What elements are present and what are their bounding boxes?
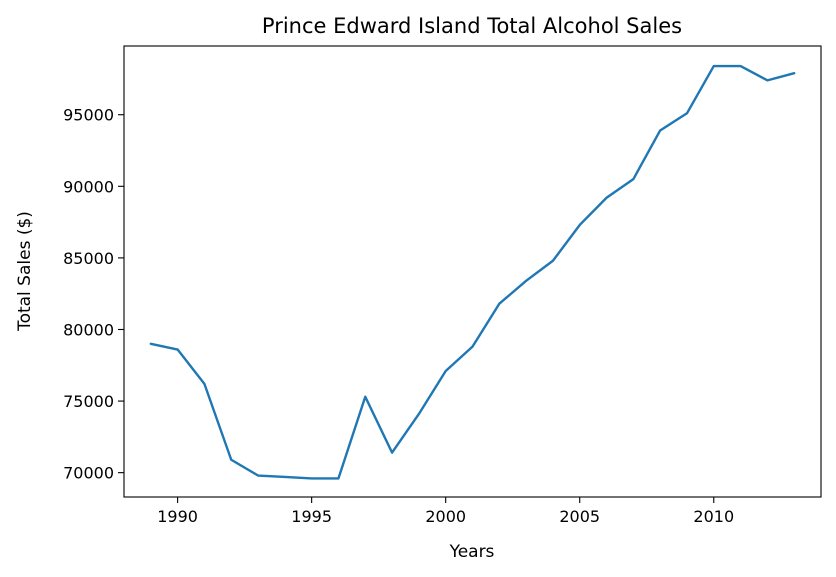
y-tick-label: 75000 (63, 392, 114, 411)
x-tick-label: 2010 (693, 507, 734, 526)
y-tick-label: 85000 (63, 249, 114, 268)
y-axis: 70000 75000 80000 85000 90000 95000 (63, 106, 124, 483)
y-tick-label: 80000 (63, 320, 114, 339)
x-axis: 1990 1995 2000 2005 2010 (157, 497, 734, 526)
x-axis-label: Years (449, 542, 495, 562)
series-line (149, 64, 796, 480)
x-tick-label: 1995 (291, 507, 332, 526)
y-tick-label: 70000 (63, 464, 114, 483)
plot-frame (123, 45, 822, 498)
plot-area (123, 45, 822, 498)
x-tick-label: 1990 (157, 507, 198, 526)
chart-title: Prince Edward Island Total Alcohol Sales (262, 14, 682, 38)
x-tick-label: 2005 (559, 507, 600, 526)
series-group (149, 64, 796, 480)
y-tick-label: 95000 (63, 106, 114, 125)
x-tick-label: 2000 (425, 507, 466, 526)
y-axis-label: Total Sales ($) (15, 211, 35, 332)
y-tick-label: 90000 (63, 177, 114, 196)
